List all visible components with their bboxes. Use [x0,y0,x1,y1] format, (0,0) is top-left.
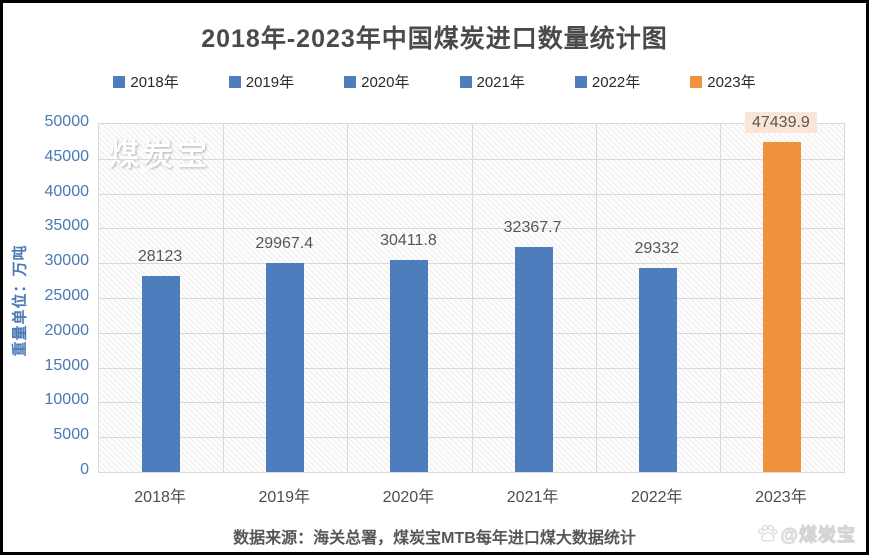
bar-value-label-2018年: 28123 [98,248,222,266]
x-tick-2018年: 2018年 [134,489,186,506]
x-tick-2023年: 2023年 [755,489,807,506]
bar-value-2020年: 30411.8 [380,232,437,250]
bar-value-label-2019年: 29967.4 [222,235,346,253]
x-tick-2022年: 2022年 [630,489,683,506]
legend-item-2022年: 2022年 [574,71,641,92]
legend-swatch [228,75,241,88]
legend-swatch [574,75,587,88]
source-note: 数据来源：海关总署，煤炭宝MTB每年进口煤大数据统计 [233,530,636,547]
gridline-v-4 [595,124,597,472]
bar-2022年 [638,267,677,472]
x-tick-2021年: 2021年 [506,489,559,506]
corner-watermark: @煤炭宝 [756,521,856,547]
y-tick-10000: 10000 [44,391,90,409]
corner-watermark-text: @煤炭宝 [780,525,856,546]
paw-icon [758,525,778,542]
bar-value-2019年: 29967.4 [255,235,314,253]
bar-2023年 [762,141,801,472]
x-tick-2020年: 2020年 [382,489,435,506]
legend-swatch [344,75,357,88]
bar-value-2022年: 29332 [634,239,680,257]
bar-value-label-2023年: 47439.9 [719,111,843,133]
legend-item-2020年: 2020年 [344,71,410,92]
y-tick-40000: 40000 [44,182,90,200]
legend-label: 2020年 [361,74,410,91]
bar-value-label-2020年: 30411.8 [346,232,470,250]
bar-2019年 [266,263,305,472]
y-tick-5000: 5000 [53,426,89,444]
legend-label: 2023年 [707,74,756,91]
legend-swatch [113,75,126,88]
legend-label: 2022年 [591,74,641,91]
y-tick-35000: 35000 [44,217,90,235]
bar-value-2018年: 28123 [137,248,183,266]
y-tick-20000: 20000 [44,321,90,339]
gridline-v-2 [347,124,349,472]
y-tick-50000: 50000 [44,113,90,130]
bar-value-label-2022年: 29332 [595,240,719,258]
legend-label: 2018年 [130,74,179,91]
gridline-v-5 [719,124,721,472]
y-tick-0: 0 [80,461,89,478]
legend-item-2019年: 2019年 [228,71,295,92]
plot-watermark: 煤炭宝 [109,139,211,172]
legend-item-2018年: 2018年 [113,71,179,92]
bar-value-label-2021年: 32367.7 [471,219,595,237]
plot-area: 煤炭宝 [98,123,845,473]
bar-2018年 [142,276,181,472]
gridline-v-1 [223,124,225,472]
y-tick-45000: 45000 [44,147,90,165]
chart-title: 2018年-2023年中国煤炭进口数量统计图 [201,25,668,53]
bar-2020年 [390,260,429,472]
legend-item-2023年: 2023年 [690,71,756,92]
legend-label: 2021年 [476,74,525,91]
bar-value-2023年: 47439.9 [744,111,817,133]
legend-swatch [690,75,703,88]
legend: 2018年 2019年 2020年 2021年 2022年 2023年 [3,71,866,92]
bar-2021年 [514,246,553,472]
gridline-v-3 [471,124,473,472]
legend-item-2021年: 2021年 [459,71,525,92]
legend-label: 2019年 [245,74,295,91]
y-tick-15000: 15000 [44,356,90,374]
x-tick-2019年: 2019年 [258,489,311,506]
legend-swatch [459,75,472,88]
bar-value-2021年: 32367.7 [503,218,562,236]
y-tick-30000: 30000 [44,252,90,270]
y-tick-25000: 25000 [44,287,90,304]
